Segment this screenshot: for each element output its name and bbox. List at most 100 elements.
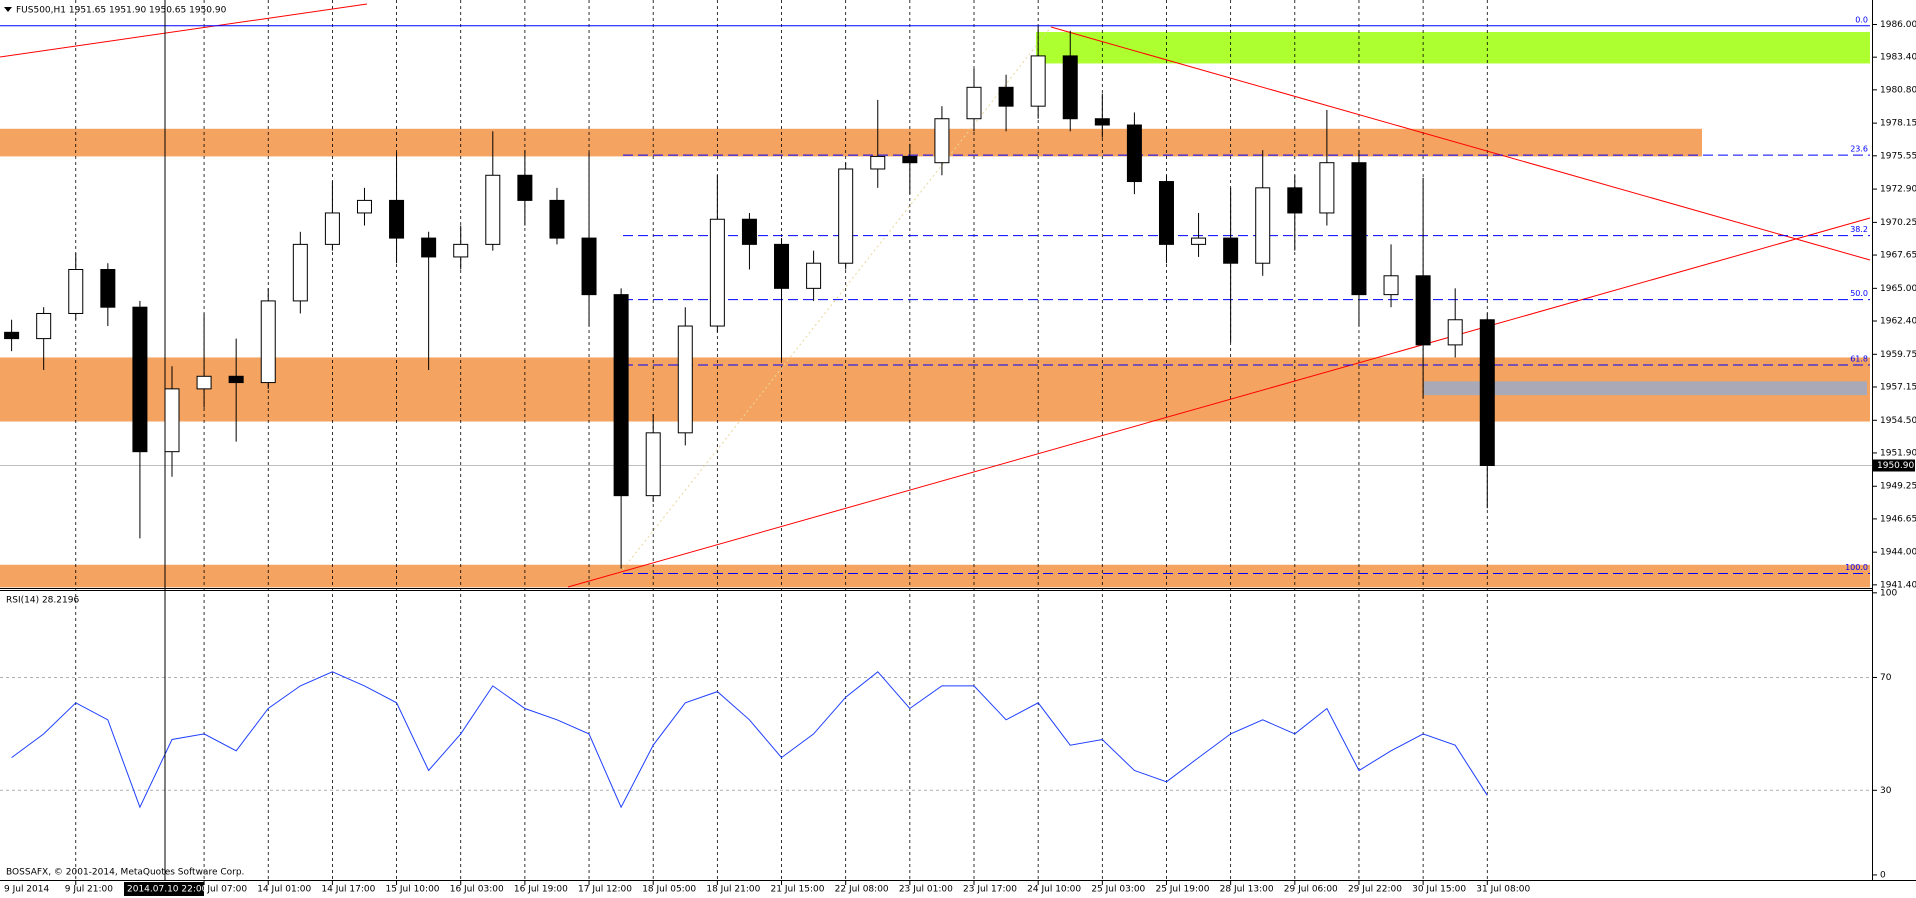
candle-body <box>324 212 340 245</box>
fib-label: 0.0 <box>1855 15 1868 24</box>
candle-body <box>1255 187 1271 264</box>
candle-body <box>709 218 725 327</box>
y-tick-label: 1980.80 <box>1880 85 1916 95</box>
y-tick-label: 70 <box>1880 673 1892 683</box>
fib-label: 38.2 <box>1850 225 1868 234</box>
fib-label: 23.6 <box>1850 145 1868 154</box>
candle-body <box>645 432 661 497</box>
collapse-icon <box>4 7 12 12</box>
x-tick-label: 9 Jul 21:00 <box>65 885 114 895</box>
candle-body <box>1447 319 1463 346</box>
x-tick-label: 17 Jul 12:00 <box>578 885 632 895</box>
trend-line <box>0 3 368 58</box>
y-tick-label: 1986.00 <box>1880 20 1916 30</box>
candle-body <box>100 269 116 308</box>
x-tick-label: 23 Jul 01:00 <box>899 885 953 895</box>
candle-body <box>356 199 372 214</box>
copyright: BOSSAFX, © 2001-2014, MetaQuotes Softwar… <box>6 868 244 878</box>
y-tick-label: 1983.40 <box>1880 53 1916 63</box>
y-tick-label: 0 <box>1880 870 1886 880</box>
y-tick-label: 1954.50 <box>1880 416 1916 426</box>
rsi-line <box>11 671 1488 809</box>
x-tick-label: 21 Jul 15:00 <box>771 885 825 895</box>
x-tick-label: 11 Jul 07:00 <box>193 885 247 895</box>
x-tick-label: 15 Jul 10:00 <box>386 885 440 895</box>
candle-body <box>485 174 501 245</box>
candle-body <box>934 118 950 164</box>
candle-body <box>1479 319 1495 466</box>
candle-body <box>4 331 20 340</box>
candle-body <box>1319 162 1335 214</box>
candle-body <box>998 86 1014 107</box>
candle-body <box>228 375 244 384</box>
x-tick-label: 28 Jul 13:00 <box>1220 885 1274 895</box>
candle-body <box>196 375 212 390</box>
candle-body <box>806 262 822 289</box>
price-zone <box>0 564 1870 588</box>
candle-body <box>741 218 757 245</box>
x-tick-label: 22 Jul 08:00 <box>835 885 889 895</box>
y-tick-label: 1941.40 <box>1880 580 1916 590</box>
candle-body <box>68 269 84 314</box>
candle-body <box>838 168 854 264</box>
candle-body <box>1094 118 1110 126</box>
price-zone <box>0 128 1702 157</box>
x-tick-label: 16 Jul 03:00 <box>450 885 504 895</box>
candle-body <box>870 155 886 170</box>
fib-label: 61.8 <box>1850 354 1868 363</box>
y-tick-label: 1965.00 <box>1880 284 1916 294</box>
crosshair-label-box <box>124 882 204 896</box>
y-tick-label: 1970.25 <box>1880 218 1916 228</box>
x-tick-label: 31 Jul 08:00 <box>1476 885 1530 895</box>
candle-body <box>677 325 693 434</box>
candle-body <box>132 306 148 453</box>
y-tick-label: 30 <box>1880 786 1892 796</box>
x-tick-label: 29 Jul 22:00 <box>1348 885 1402 895</box>
candle-body <box>1351 162 1367 296</box>
crosshair-label: 2014.07.10 22:00 <box>127 885 208 895</box>
candle-body <box>1030 55 1046 107</box>
x-tick-label: 18 Jul 21:00 <box>706 885 760 895</box>
x-tick-label: 29 Jul 06:00 <box>1284 885 1338 895</box>
y-tick-label: 1957.15 <box>1880 382 1916 392</box>
y-tick-label: 100 <box>1880 588 1897 598</box>
candle-body <box>421 237 437 258</box>
fib-label: 100.0 <box>1845 563 1868 572</box>
candle-body <box>260 300 276 384</box>
candle-body <box>1158 181 1174 245</box>
x-tick-label: 18 Jul 05:00 <box>642 885 696 895</box>
y-tick-label: 1975.55 <box>1880 151 1916 161</box>
candle-body <box>1383 275 1399 296</box>
candle-body <box>453 243 469 258</box>
y-tick-label: 1972.90 <box>1880 185 1916 195</box>
x-tick-label: 14 Jul 01:00 <box>257 885 311 895</box>
x-tick-label: 9 Jul 2014 <box>4 885 49 895</box>
candle-body <box>966 86 982 120</box>
y-tick-label: 1967.65 <box>1880 251 1916 261</box>
candle-body <box>164 388 180 453</box>
candle-body <box>1126 124 1142 183</box>
candle-body <box>1062 55 1078 120</box>
fib-label: 50.0 <box>1850 289 1868 298</box>
x-tick-label: 16 Jul 19:00 <box>514 885 568 895</box>
y-tick-label: 1962.40 <box>1880 317 1916 327</box>
candle-body <box>517 174 533 201</box>
candle-body <box>1415 275 1431 346</box>
candle-body <box>292 243 308 302</box>
candle-body <box>613 294 629 497</box>
x-tick-label: 30 Jul 15:00 <box>1412 885 1466 895</box>
x-tick-label: 25 Jul 03:00 <box>1091 885 1145 895</box>
candle-body <box>1191 237 1207 245</box>
y-tick-label: 1978.15 <box>1880 119 1916 129</box>
price-zone <box>1036 32 1870 64</box>
candle-body <box>902 155 918 164</box>
trend-line <box>567 217 1871 588</box>
y-tick-label: 1944.00 <box>1880 548 1916 558</box>
candle-body <box>1223 237 1239 264</box>
candle-body <box>549 199 565 239</box>
last-price-box <box>1873 459 1915 472</box>
x-tick-label: 25 Jul 19:00 <box>1155 885 1209 895</box>
x-tick-label: 14 Jul 17:00 <box>321 885 375 895</box>
candle-body <box>389 199 405 239</box>
